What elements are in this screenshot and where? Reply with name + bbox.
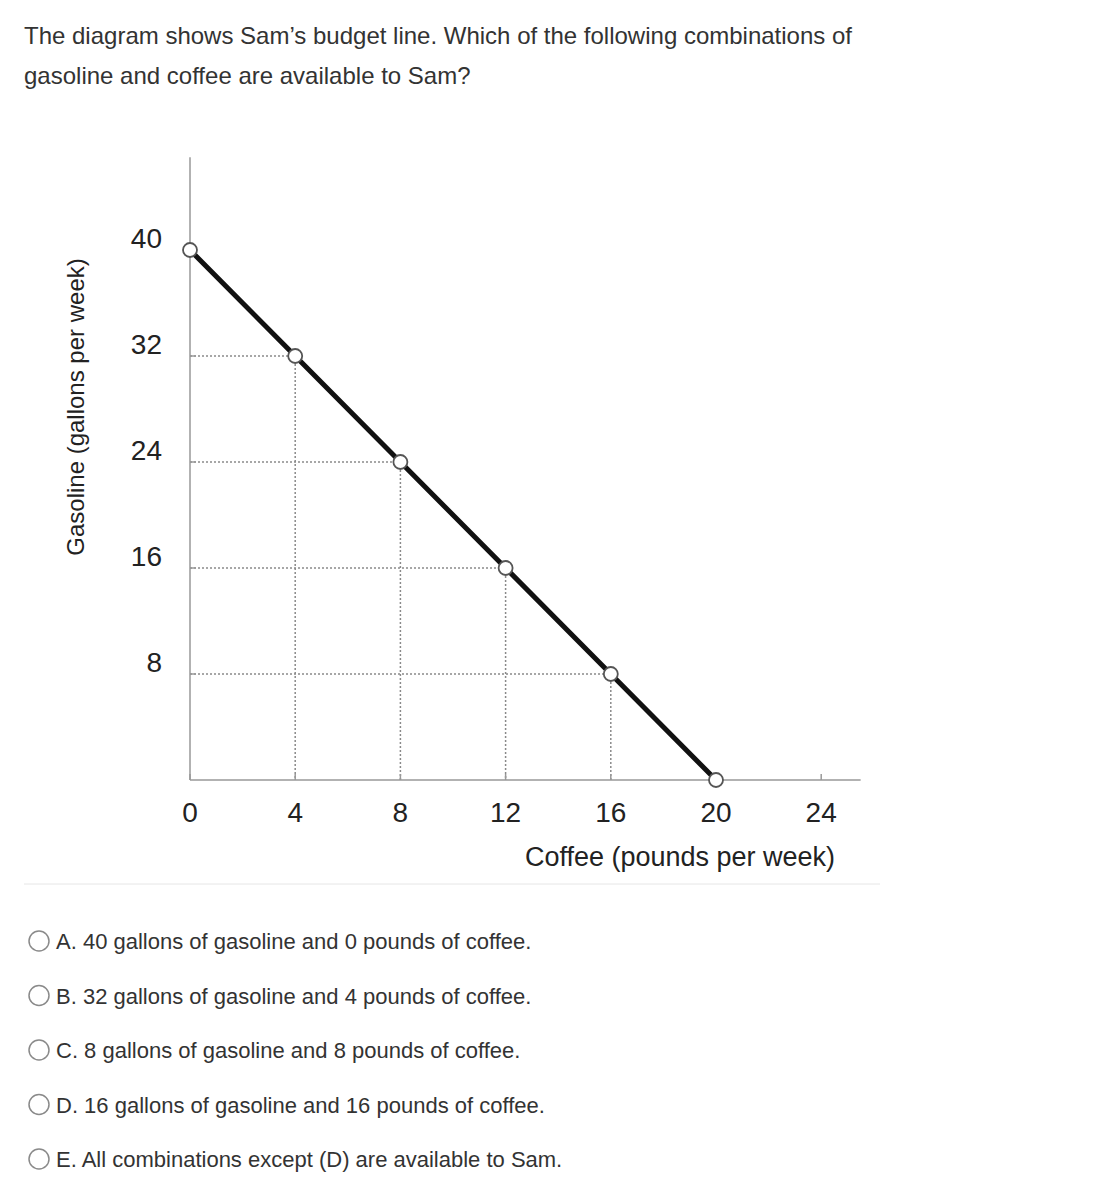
- guide-vertical: [610, 674, 612, 780]
- guide-horizontal: [190, 673, 611, 675]
- y-tick-label: 32: [131, 329, 162, 360]
- point-marker: [183, 243, 197, 257]
- x-tick: [400, 774, 402, 780]
- plot-data: [183, 243, 723, 787]
- x-tick-label: 4: [287, 797, 303, 828]
- y-tick-label: 24: [131, 435, 162, 466]
- guide-horizontal: [190, 461, 400, 463]
- point-marker: [604, 667, 618, 681]
- x-tick: [189, 774, 191, 780]
- guide-vertical: [400, 462, 402, 780]
- y-tick-label: 40: [131, 223, 162, 254]
- background: [0, 0, 1106, 1200]
- guide-horizontal: [190, 355, 295, 357]
- point-marker: [709, 773, 723, 787]
- option-text[interactable]: C. 8 gallons of gasoline and 8 pounds of…: [56, 1038, 520, 1063]
- radio-button[interactable]: [29, 1095, 49, 1115]
- x-tick-label: 12: [490, 797, 521, 828]
- y-tick: [190, 461, 196, 463]
- guide-horizontal: [190, 567, 506, 569]
- x-tick: [505, 774, 507, 780]
- point-marker: [499, 561, 513, 575]
- x-tick-label: 24: [806, 797, 837, 828]
- point-marker: [393, 455, 407, 469]
- point-marker: [288, 349, 302, 363]
- y-axis-label: Gasoline (gallons per week): [62, 258, 89, 555]
- x-axis-label: Coffee (pounds per week): [525, 842, 835, 872]
- x-tick: [820, 774, 822, 780]
- radio-button[interactable]: [29, 931, 49, 951]
- x-tick: [294, 774, 296, 780]
- y-tick: [190, 355, 196, 357]
- y-tick: [190, 567, 196, 569]
- budget-line: [190, 250, 716, 780]
- y-tick-label: 8: [146, 647, 162, 678]
- option-text[interactable]: A. 40 gallons of gasoline and 0 pounds o…: [56, 929, 531, 954]
- y-tick: [190, 673, 196, 675]
- radio-button[interactable]: [29, 1040, 49, 1060]
- x-axis: [190, 779, 861, 781]
- question-text: gasoline and coffee are available to Sam…: [24, 62, 471, 89]
- option-text[interactable]: D. 16 gallons of gasoline and 16 pounds …: [56, 1093, 545, 1118]
- y-tick-label: 16: [131, 541, 162, 572]
- guide-lines: [190, 356, 611, 780]
- x-tick-label: 0: [182, 797, 198, 828]
- x-tick-label: 8: [393, 797, 409, 828]
- radio-button[interactable]: [29, 986, 49, 1006]
- panel-border: [24, 884, 880, 885]
- x-tick-label: 20: [700, 797, 731, 828]
- radio-button[interactable]: [29, 1149, 49, 1169]
- page: The diagram shows Sam’s budget line. Whi…: [0, 0, 1106, 1200]
- option-text[interactable]: B. 32 gallons of gasoline and 4 pounds o…: [56, 984, 531, 1009]
- x-tick-label: 16: [595, 797, 626, 828]
- option-text[interactable]: E. All combinations except (D) are avail…: [56, 1147, 562, 1172]
- x-tick: [610, 774, 612, 780]
- question-text: The diagram shows Sam’s budget line. Whi…: [24, 22, 852, 49]
